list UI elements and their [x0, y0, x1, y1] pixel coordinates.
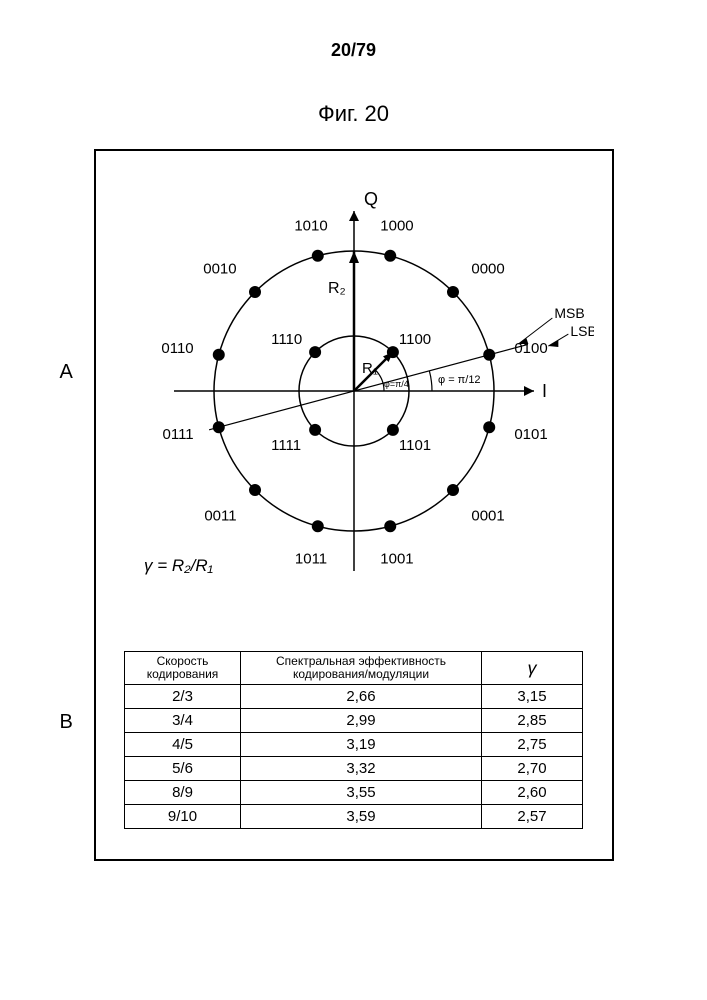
lsb-label: LSB	[570, 323, 594, 339]
ratio-label: γ = R₂/R₁	[144, 556, 213, 575]
constellation-point	[249, 286, 261, 298]
cell-rate: 4/5	[125, 733, 241, 757]
lsb-arrowhead	[548, 340, 558, 347]
cell-eff: 3,55	[241, 781, 482, 805]
r1-label: R₁	[362, 360, 378, 377]
constellation-diagram: 1100 1110 1111 1101 0100 0000 1000 1010 0010 0110…	[114, 181, 594, 601]
cell-gamma: 2,60	[482, 781, 583, 805]
cell-gamma: 2,70	[482, 757, 583, 781]
point-label: 0110	[161, 340, 193, 357]
cell-rate: 8/9	[125, 781, 241, 805]
constellation-point	[311, 520, 323, 532]
cell-eff: 2,99	[241, 709, 482, 733]
figure-title: Фиг. 20	[0, 101, 707, 127]
angle-line-outer	[209, 344, 528, 429]
constellation-point	[384, 520, 396, 532]
constellation-point	[386, 346, 398, 358]
constellation-point	[446, 286, 458, 298]
constellation-point	[309, 346, 321, 358]
point-label: 0001	[471, 507, 504, 524]
point-label: 1100	[398, 331, 430, 348]
point-label: 0101	[514, 426, 547, 443]
constellation-point	[309, 424, 321, 436]
cell-eff: 3,59	[241, 805, 482, 829]
point-label: 1001	[380, 550, 413, 567]
cell-rate: 2/3	[125, 685, 241, 709]
table-header-gamma: γ	[482, 652, 583, 685]
constellation-point	[446, 484, 458, 496]
point-label: 1011	[294, 550, 326, 567]
point-label: 0011	[204, 507, 236, 524]
page-root: 20/79 Фиг. 20 A B 1100 1110 1111 1101 0100 00…	[0, 0, 707, 1000]
table-row: 4/53,192,75	[125, 733, 583, 757]
table-header-eff: Спектральная эффективностькодирования/мо…	[241, 652, 482, 685]
constellation-point	[212, 421, 224, 433]
constellation-point	[483, 421, 495, 433]
figure-box: A B 110011101111110101000000100010100010…	[94, 149, 614, 861]
point-label: 1111	[271, 437, 301, 454]
cell-rate: 5/6	[125, 757, 241, 781]
panel-label-a: A	[60, 361, 73, 384]
constellation-point	[386, 424, 398, 436]
r2-arrowhead	[349, 251, 359, 263]
cell-gamma: 2,75	[482, 733, 583, 757]
panel-label-b: B	[60, 711, 73, 734]
table-header-rate: Скоростькодирования	[125, 652, 241, 685]
cell-eff: 3,32	[241, 757, 482, 781]
angle-label-outer: φ = π/12	[438, 374, 481, 386]
table-row: 5/63,322,70	[125, 757, 583, 781]
cell-rate: 3/4	[125, 709, 241, 733]
constellation-point	[384, 250, 396, 262]
table-wrap: СкоростькодированияСпектральная эффектив…	[106, 651, 602, 829]
constellation-point	[483, 349, 495, 361]
angle-arc-outer	[429, 371, 432, 391]
page-number: 20/79	[0, 40, 707, 61]
cell-gamma: 2,85	[482, 709, 583, 733]
table-row: 2/32,663,15	[125, 685, 583, 709]
cell-eff: 2,66	[241, 685, 482, 709]
table-row: 8/93,552,60	[125, 781, 583, 805]
arrowhead-x	[524, 386, 534, 396]
point-label: 0000	[471, 261, 504, 278]
point-label: 1101	[398, 437, 430, 454]
coding-table: СкоростькодированияСпектральная эффектив…	[124, 651, 583, 829]
axis-label-x: I	[542, 381, 547, 401]
table-row: 3/42,992,85	[125, 709, 583, 733]
point-label: 0111	[162, 426, 193, 443]
cell-eff: 3,19	[241, 733, 482, 757]
point-label: 1110	[271, 331, 302, 348]
axis-label-y: Q	[364, 189, 378, 209]
msb-label: MSB	[554, 305, 584, 321]
cell-gamma: 2,57	[482, 805, 583, 829]
constellation-point	[212, 349, 224, 361]
angle-label-inner: φ=π/4	[384, 379, 409, 389]
constellation-point	[311, 250, 323, 262]
cell-gamma: 3,15	[482, 685, 583, 709]
point-label: 0100	[514, 340, 547, 357]
point-label: 1000	[380, 218, 413, 235]
point-label: 0010	[203, 261, 236, 278]
constellation-diagram-wrap: 1100 1110 1111 1101 0100 0000 1000 1010 0010 0110…	[106, 181, 602, 601]
r2-label: R₂	[328, 280, 346, 297]
cell-rate: 9/10	[125, 805, 241, 829]
point-label: 1010	[294, 218, 327, 235]
table-row: 9/103,592,57	[125, 805, 583, 829]
constellation-point	[249, 484, 261, 496]
arrowhead-y	[349, 211, 359, 221]
